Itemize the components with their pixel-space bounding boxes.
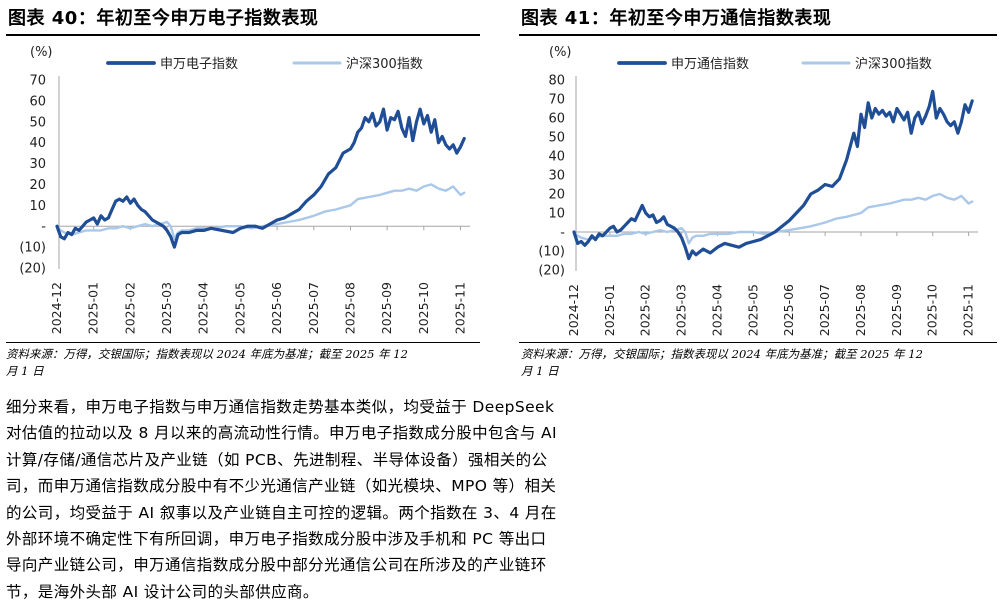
y-tick-label: 40	[29, 136, 46, 151]
x-tick-label: 2025-02	[638, 284, 653, 336]
x-tick-label: 2025-08	[342, 282, 357, 334]
figure-40-source-note: 资料来源：万得，交银国际；指数表现以 2024 年底为基准；截至 2025 年 …	[6, 346, 408, 380]
figure-40-title: 图表 40：年初至今申万电子指数表现	[8, 8, 319, 29]
y-tick-label: 70	[548, 93, 565, 108]
legend-label: 沪深300指数	[346, 56, 423, 72]
x-tick-label: 2025-06	[269, 282, 284, 334]
x-tick-label: 2024-12	[49, 282, 64, 334]
y-tick-label: 60	[29, 94, 46, 109]
x-tick-label: 2025-04	[709, 284, 724, 336]
electronics-index-chart: (%) 70 60 50 40 30 20 10 - (10) (20)2024-12 2025-01…	[19, 45, 470, 334]
y-tick-label: 20	[548, 188, 565, 203]
y-tick-label: -	[41, 220, 46, 235]
x-tick-label: 2025-04	[196, 282, 211, 334]
paragraph-line: 司，而申万通信指数成分股中有不少光通信产业链（如光模块、MPO 等）相关	[6, 477, 557, 496]
x-tick-label: 2025-03	[674, 284, 689, 336]
y-tick-label: (20)	[19, 262, 46, 277]
x-tick-label: 2025-06	[781, 284, 796, 336]
y-axis-label: (%)	[549, 45, 572, 60]
figure-41-note-line2: 月 1 日	[521, 364, 559, 378]
x-tick-label: 2025-01	[86, 282, 101, 334]
x-tick-label: 2025-02	[122, 282, 137, 334]
y-tick-label: 30	[29, 157, 46, 172]
x-tick-label: 2025-10	[925, 284, 940, 336]
y-tick-label: 30	[548, 169, 565, 184]
figure-41-title: 图表 41：年初至今申万通信指数表现	[521, 8, 832, 29]
x-tick-label: 2024-12	[566, 284, 581, 336]
paragraph-line: 对估值的拉动以及 8 月以来的高流动性行情。申万电子指数成分股中包含与 AI	[6, 424, 558, 443]
y-tick-label: (10)	[538, 245, 565, 260]
y-tick-label: 80	[548, 74, 565, 89]
paragraph-line: 细分来看，申万电子指数与申万通信指数走势基本类似，均受益于 DeepSeek	[6, 398, 555, 416]
x-tick-label: 2025-09	[889, 284, 904, 336]
y-axis-label: (%)	[30, 45, 53, 60]
analysis-paragraph: 细分来看，申万电子指数与申万通信指数走势基本类似，均受益于 DeepSeek 对…	[6, 394, 726, 605]
y-tick-label: 70	[29, 74, 46, 89]
figure-41-note-line1: 资料来源：万得，交银国际；指数表现以 2024 年底为基准；截至 2025 年 …	[521, 347, 923, 361]
x-tick-label: 2025-08	[853, 284, 868, 336]
legend-label: 申万通信指数	[671, 57, 749, 72]
paragraph-line: 的公司，均受益于 AI 叙事以及产业链自主可控的逻辑。两个指数在 3、4 月在	[6, 503, 557, 522]
figure-40-title-rule	[6, 34, 480, 36]
y-tick-label: 10	[548, 207, 565, 222]
x-tick-label: 2025-01	[602, 284, 617, 336]
x-tick-label: 2025-07	[306, 282, 321, 334]
telecom-index-chart: (%) 80 70 60 50 40 30 20 10 - (10) (20)2024-12 2025-…	[538, 45, 978, 336]
paragraph-line: 外部环境不确定性下有所回调，申万电子指数成分股中涉及手机和 PC 等出口	[6, 530, 547, 549]
y-tick-label: 50	[548, 131, 565, 146]
y-tick-label: (10)	[19, 241, 46, 256]
paragraph-line: 节，是海外头部 AI 设计公司的头部供应商。	[6, 582, 319, 601]
figure-41-note-rule	[519, 342, 997, 343]
figure-40-note-line1: 资料来源：万得，交银国际；指数表现以 2024 年底为基准；截至 2025 年 …	[6, 347, 408, 361]
paragraph-line: 导向产业链公司，申万通信指数成分股中部分光通信公司在所涉及的产业链环	[6, 556, 547, 575]
paragraph-line: 计算/存储/通信芯片及产业链（如 PCB、先进制程、半导体设备）强相关的公	[6, 450, 548, 469]
figure-41-source-note: 资料来源：万得，交银国际；指数表现以 2024 年底为基准；截至 2025 年 …	[521, 346, 923, 380]
y-tick-label: 20	[29, 178, 46, 193]
figure-41-title-rule	[519, 34, 997, 36]
x-tick-label: 2025-11	[961, 284, 976, 336]
y-tick-label: (20)	[538, 264, 565, 279]
y-tick-label: 50	[29, 115, 46, 130]
x-tick-label: 2025-05	[232, 282, 247, 334]
x-tick-label: 2025-03	[159, 282, 174, 334]
x-tick-label: 2025-11	[452, 282, 467, 334]
legend-label: 申万电子指数	[160, 57, 238, 72]
figure-40-note-rule	[6, 342, 480, 343]
x-tick-label: 2025-09	[379, 282, 394, 334]
series-line	[572, 192, 974, 245]
figure-40-note-line2: 月 1 日	[6, 364, 44, 378]
x-tick-label: 2025-05	[745, 284, 760, 336]
series-line	[572, 89, 974, 261]
y-tick-label: 60	[548, 112, 565, 127]
x-tick-label: 2025-07	[817, 284, 832, 336]
y-tick-label: 10	[29, 199, 46, 214]
legend-label: 沪深300指数	[855, 56, 932, 72]
y-tick-label: -	[560, 226, 565, 241]
series-line	[55, 183, 466, 241]
y-tick-label: 40	[548, 150, 565, 165]
series-line	[55, 107, 466, 249]
x-tick-label: 2025-10	[416, 282, 431, 334]
